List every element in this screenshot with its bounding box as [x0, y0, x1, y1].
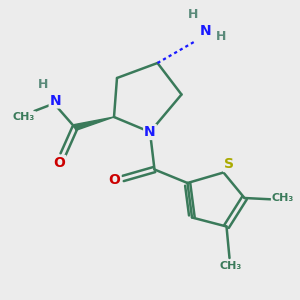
Text: CH₃: CH₃ — [13, 112, 35, 122]
Text: H: H — [216, 29, 226, 43]
Text: O: O — [109, 173, 121, 187]
Text: CH₃: CH₃ — [272, 193, 294, 203]
Text: S: S — [224, 157, 234, 171]
Text: N: N — [144, 125, 156, 139]
Text: N: N — [50, 94, 61, 107]
Text: O: O — [53, 156, 65, 170]
Text: H: H — [38, 78, 49, 92]
Text: H: H — [188, 8, 199, 22]
Text: CH₃: CH₃ — [220, 261, 242, 272]
Polygon shape — [74, 117, 114, 130]
Text: N: N — [200, 25, 211, 38]
